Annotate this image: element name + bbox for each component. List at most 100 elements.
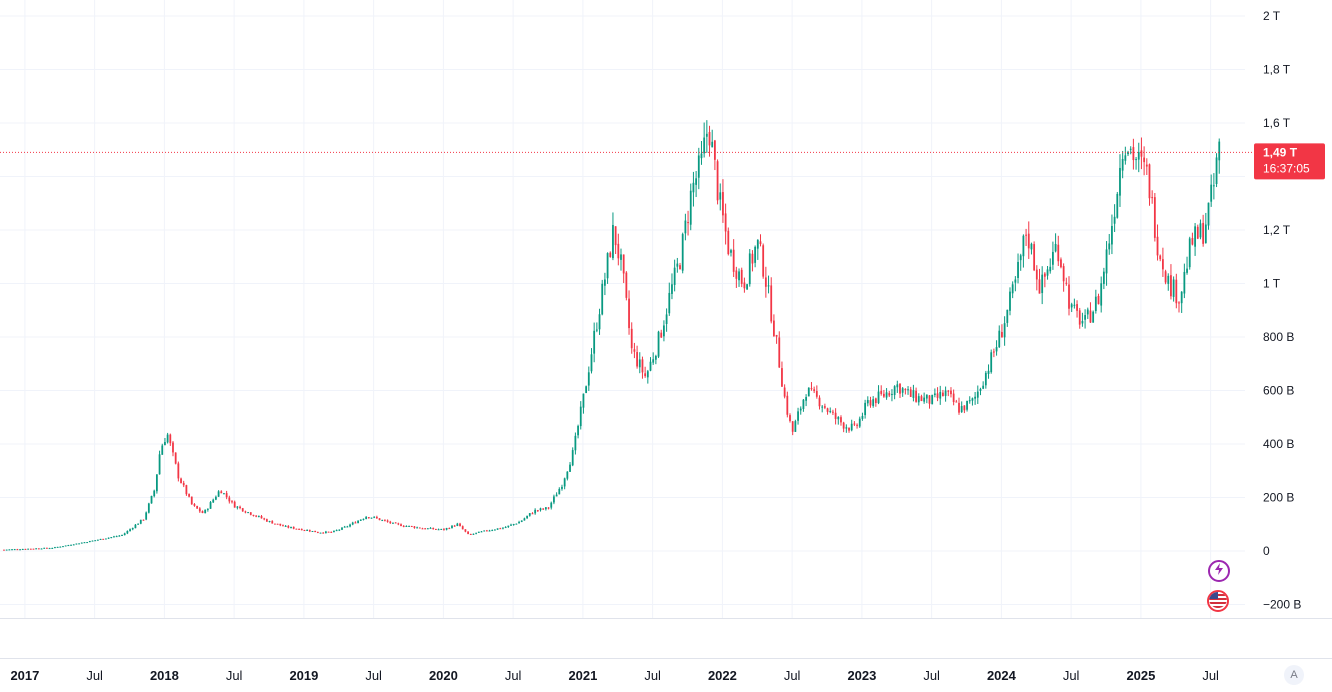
candle [1025,228,1027,247]
candle-body [638,359,641,368]
x-axis-tick-label: Jul [1063,668,1080,683]
candle-body [346,526,349,528]
candle [209,501,212,509]
candle [644,366,647,378]
candle [381,519,384,522]
candle [676,257,679,273]
candle [598,308,601,335]
candle-body [848,427,850,431]
candle [496,528,499,530]
candle [1052,241,1054,270]
candle-body [161,445,164,455]
candle-body [408,525,410,527]
candle-body [169,434,172,444]
candle-body [823,406,826,408]
candle-body [1172,279,1175,297]
candle [300,528,303,531]
candle [1153,192,1156,242]
candle [1100,276,1103,313]
candle [1116,191,1119,219]
candle [499,527,502,530]
candle [1148,163,1151,206]
candle-body [260,516,263,519]
candle [182,480,185,488]
candle [850,419,853,432]
y-axis[interactable]: 2 T 1,8 T 1,6 T 1,2 T 1 T 800 B 600 B 400 B 200 … [1263,9,1301,612]
candle [303,529,306,532]
x-axis[interactable]: 2017 Jul 2018 Jul 2019 Jul 2020 Jul 2021 Jul 2022 J… [10,668,1219,683]
candle [274,523,276,525]
candle-body [571,450,574,466]
candle [11,549,13,551]
candle-body [547,507,550,509]
candle-body [1132,147,1135,161]
candle [443,528,445,531]
candle-body [78,543,80,545]
candle-body [410,526,413,528]
candle-body [837,416,840,420]
candle [295,528,298,530]
candle-body [759,241,762,245]
candle-body [72,544,75,546]
candle [1172,276,1175,302]
country-badge[interactable] [1207,590,1229,612]
candle [375,515,378,519]
candle [679,262,681,270]
candle-body [625,272,628,298]
candle-body [311,530,314,532]
candle [810,382,813,391]
candle-body [54,547,56,549]
candle [617,233,620,266]
candle-body [113,536,115,538]
candle-body [209,502,212,509]
candle [713,139,716,171]
candle-body [834,412,837,419]
candle [577,424,579,439]
candle [663,320,665,342]
candle [574,432,577,455]
candle-body [43,547,46,549]
candle-body [1167,275,1170,284]
candle [638,352,641,374]
candle [1057,235,1060,266]
candle [110,537,113,539]
candle [510,523,512,526]
candle-body [512,523,515,525]
candle-body [284,525,287,527]
candle-body [944,390,947,396]
candle-body [893,386,896,396]
candle [290,526,292,529]
candle-body [1043,273,1046,277]
candle [1132,138,1135,170]
x-axis-tick-label: 2021 [568,668,597,683]
candle-body [437,529,440,531]
candle [311,530,314,532]
candle [507,525,510,528]
candle [738,268,740,287]
candle [853,421,856,427]
candle-body [1027,233,1030,249]
candle-body [920,396,923,402]
candle [842,421,845,433]
candle-body [405,526,408,528]
candle [590,348,593,374]
candle [654,354,657,365]
candle [1145,158,1148,175]
candle-body [950,390,952,395]
candle-body [730,250,732,253]
candle-body [5,549,8,551]
candle [418,527,421,529]
candle-body [732,249,735,272]
auto-scale-button[interactable]: A [1284,665,1304,685]
candle-body [1153,197,1156,238]
candle [622,254,625,284]
candle [123,532,126,536]
candle [829,407,832,414]
candle-body [1092,311,1095,323]
candle-body [923,397,926,402]
candle-body [585,386,588,394]
candle-body [177,463,180,479]
events-badge[interactable] [1208,560,1230,582]
candle-body [236,506,239,508]
